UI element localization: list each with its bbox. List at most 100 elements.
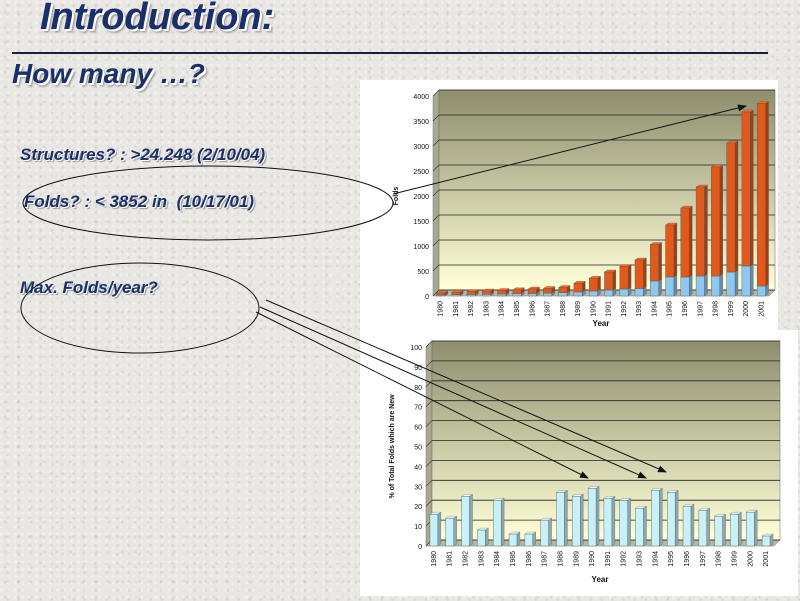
newfolds-x-tick-label: 1993 [637, 551, 644, 567]
folds-x-tick-label: 1981 [453, 301, 460, 317]
newfolds-x-tick-label: 1982 [463, 551, 470, 567]
newfolds-x-tick-label: 1999 [731, 551, 738, 567]
folds-bar [497, 290, 507, 295]
folds-y-tick-label: 2000 [413, 194, 429, 201]
newfolds-bar-side [469, 493, 473, 547]
folds-y-tick-label: 1500 [413, 219, 429, 226]
folds-bar-side [719, 273, 723, 297]
folds-y-axis-label: Folds [393, 187, 400, 206]
folds-x-tick-label: 1984 [499, 301, 506, 317]
folds-bar [665, 276, 675, 297]
folds-bar [604, 271, 614, 291]
newfolds-x-tick-label: 1981 [447, 551, 454, 567]
folds-bar [726, 271, 736, 297]
folds-bar [482, 290, 491, 295]
folds-bar-side [750, 109, 754, 267]
folds-x-tick-label: 1999 [728, 301, 735, 317]
newfolds-bar [524, 533, 533, 547]
newfolds-x-tick-label: 1980 [431, 551, 438, 567]
newfolds-bar-side [453, 515, 457, 547]
folds-bar [512, 293, 522, 297]
folds-bar [466, 294, 476, 297]
newfolds-bar [572, 496, 581, 547]
folds-bar-side [658, 278, 662, 297]
newfolds-bar [540, 519, 549, 547]
newfolds-bar-side [485, 527, 489, 547]
newfolds-bar [445, 517, 454, 547]
folds-x-tick-label: 1980 [438, 301, 445, 317]
folds-bar-side [734, 140, 739, 273]
folds-bar-side [612, 269, 616, 291]
newfolds-x-tick-label: 1983 [478, 551, 485, 567]
newfolds-bar-side [580, 493, 584, 547]
folds-x-tick-label: 1994 [651, 301, 658, 317]
folds-bar-side [750, 263, 754, 297]
folds-x-tick-label: 1993 [636, 301, 643, 317]
folds-bar [619, 266, 629, 290]
newfolds-y-tick-label: 80 [414, 385, 422, 392]
newfolds-gridline-diag [425, 499, 433, 507]
folds-y-tick-label: 3000 [413, 144, 429, 151]
folds-gridline-diag [432, 214, 440, 222]
newfolds-bar [477, 529, 486, 547]
newfolds-bar [698, 509, 707, 547]
folds-bar-side [719, 164, 723, 277]
folds-bar [726, 142, 736, 273]
title-divider [12, 52, 768, 54]
folds-bar-side [673, 222, 678, 278]
bullet-max-folds-year: Max. Folds/year? [20, 278, 158, 297]
newfolds-bar [556, 492, 565, 547]
folds-bar [466, 291, 476, 295]
newfolds-y-tick-label: 90 [414, 365, 422, 372]
folds-x-tick-label: 1983 [483, 301, 490, 317]
folds-y-tick-label: 1000 [413, 244, 429, 251]
folds-x-tick-label: 2001 [758, 301, 765, 317]
folds-bar [665, 224, 675, 278]
folds-x-tick-label: 1982 [468, 301, 475, 317]
newfolds-x-tick-label: 2000 [747, 551, 754, 567]
newfolds-x-tick-label: 1996 [684, 551, 691, 567]
newfolds-gridline-diag [425, 480, 433, 487]
newfolds-x-tick-label: 1986 [526, 551, 533, 567]
folds-bar [527, 293, 537, 297]
folds-bar-side [627, 264, 632, 290]
folds-bar [573, 283, 583, 293]
folds-bar [634, 288, 644, 297]
newfolds-bar [714, 515, 723, 547]
newfolds-bar [635, 507, 644, 547]
newfolds-bar [461, 496, 470, 547]
newfolds-x-tick-label: 1998 [716, 551, 723, 567]
folds-bar [543, 288, 552, 294]
folds-gridline-diag [432, 239, 440, 247]
folds-bar [711, 166, 720, 277]
newfolds-y-axis-label: % of Total Folds which are New [389, 394, 396, 499]
newfolds-bar-side [690, 503, 695, 547]
folds-bar [695, 186, 705, 277]
folds-bar [756, 285, 766, 297]
folds-x-tick-label: 1986 [529, 301, 536, 317]
bullet-structures: Structures? : >24.248 (2/10/04) [20, 145, 266, 164]
folds-x-tick-label: 1988 [560, 301, 567, 317]
newfolds-bar-side [706, 507, 710, 547]
newfolds-y-tick-label: 40 [414, 464, 422, 471]
folds-bar [512, 289, 522, 294]
newfolds-bar-side [564, 489, 568, 547]
newfolds-x-tick-label: 1987 [542, 551, 549, 567]
folds-bar [756, 103, 766, 287]
folds-bar [650, 280, 659, 297]
newfolds-bar [651, 490, 660, 547]
folds-x-tick-label: 1998 [713, 301, 720, 317]
newfolds-x-tick-label: 1985 [510, 551, 517, 567]
newfolds-x-tick-label: 1984 [494, 551, 501, 567]
folds-bar-side [673, 274, 678, 297]
new-folds-percent-chart: 0 10 20 30 40 50 60 70 80 90 100 1980 1981 1982 1983 19… [389, 340, 781, 584]
newfolds-x-tick-label: 1991 [605, 551, 612, 567]
folds-x-tick-label: 2000 [743, 301, 750, 317]
folds-bar-side [765, 101, 769, 287]
newfolds-y-tick-label: 70 [414, 405, 422, 412]
folds-x-tick-label: 1991 [606, 301, 613, 317]
newfolds-bar-side [500, 497, 505, 547]
folds-x-tick-label: 1990 [590, 301, 597, 317]
newfolds-bar-side [659, 487, 663, 547]
folds-x-tick-label: 1989 [575, 301, 582, 317]
